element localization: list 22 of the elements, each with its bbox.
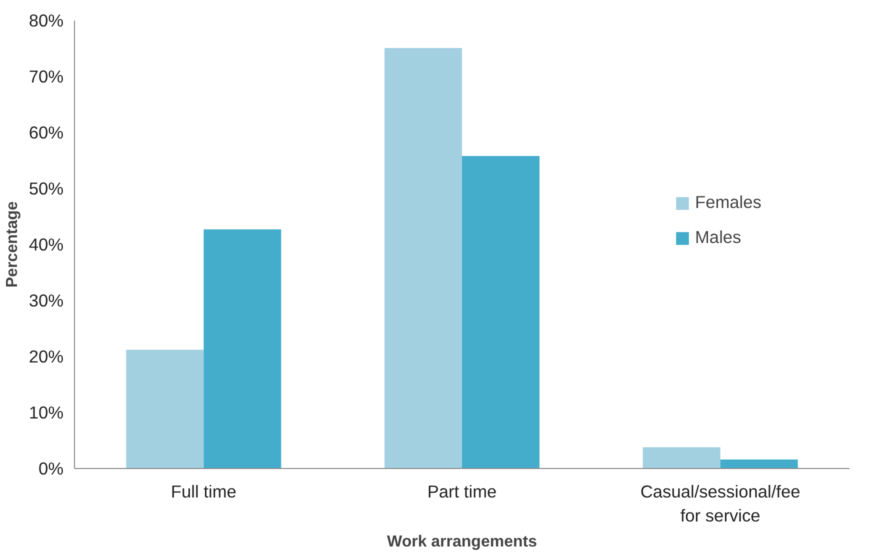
bar bbox=[126, 350, 204, 468]
y-tick-label: 0% bbox=[38, 458, 64, 478]
y-tick-label: 60% bbox=[28, 122, 64, 142]
x-axis-title: Work arrangements bbox=[387, 534, 538, 550]
y-tick-label: 40% bbox=[28, 234, 64, 254]
bar bbox=[462, 156, 540, 468]
x-tick-label: Full time bbox=[170, 482, 236, 502]
legend-label: Females bbox=[695, 192, 762, 213]
y-axis-title: Percentage bbox=[4, 201, 21, 288]
y-tick-label: 50% bbox=[28, 178, 64, 198]
bar bbox=[720, 460, 798, 468]
y-tick-label: 10% bbox=[28, 402, 64, 422]
y-tick-label: 20% bbox=[28, 346, 64, 366]
x-tick-label: Part time bbox=[427, 482, 497, 502]
bar bbox=[642, 447, 720, 468]
x-tick-label: Casual/sessional/fee for service bbox=[640, 482, 800, 526]
legend-label: Males bbox=[695, 227, 742, 248]
y-tick-label: 70% bbox=[28, 66, 64, 86]
bar bbox=[204, 229, 282, 468]
bar bbox=[384, 48, 462, 468]
y-tick-label: 80% bbox=[28, 10, 64, 30]
y-tick-label: 30% bbox=[28, 290, 64, 310]
